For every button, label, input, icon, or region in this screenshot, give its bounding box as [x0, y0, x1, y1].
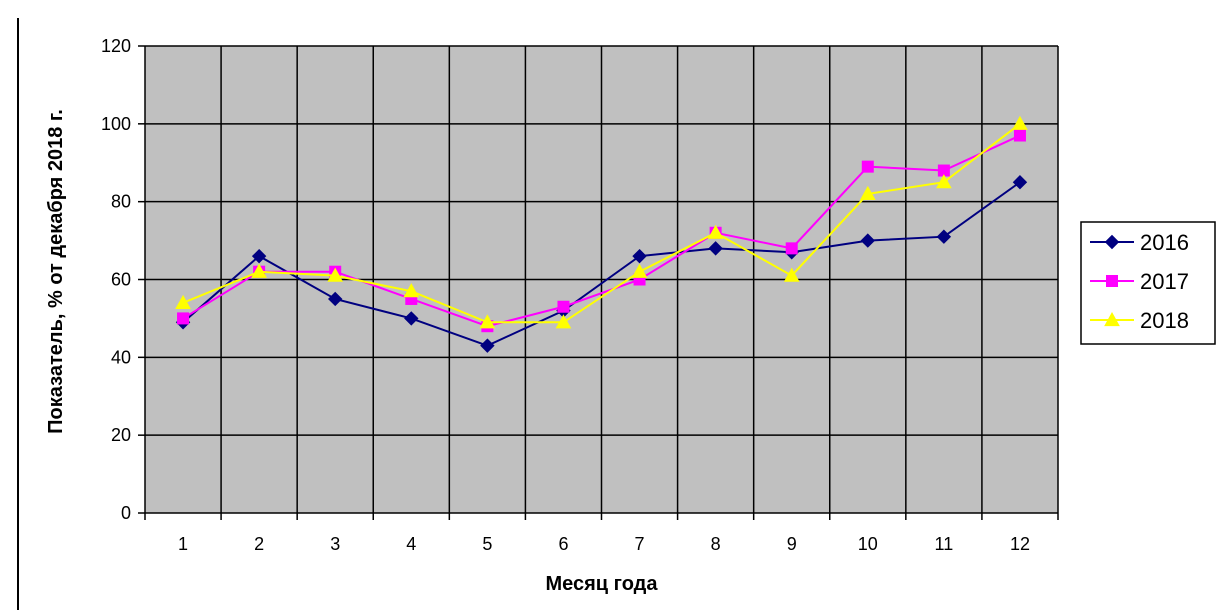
data-point-2018: [1012, 115, 1028, 130]
data-point-2018: [175, 294, 191, 309]
data-point-2018: [403, 283, 420, 298]
legend-marker: [1106, 275, 1118, 287]
x-tick-label: 1: [178, 534, 188, 554]
y-tick-label: 80: [111, 192, 131, 212]
x-tick-label: 9: [787, 534, 797, 554]
data-point-2016: [860, 233, 875, 248]
horizontal-gridlines: [145, 45, 1058, 436]
legend-marker: [1104, 234, 1120, 250]
y-tick-label: 60: [111, 270, 131, 290]
y-tick-label: 100: [101, 114, 131, 134]
legend-item-2017: 2017: [1090, 269, 1189, 294]
x-tick-label: 6: [558, 534, 568, 554]
y-tick-labels: 0 20 40 60 80 100 120: [101, 36, 131, 523]
data-point-2016: [404, 311, 419, 326]
x-axis-title: Месяц года: [545, 573, 658, 595]
series-line-2017: [182, 134, 1021, 328]
data-point-2018: [859, 185, 876, 200]
y-axis-title: Показатель, % от декабря 2018 г.: [45, 109, 67, 434]
data-point-2018: [327, 267, 344, 282]
legend-marker: [1104, 311, 1120, 327]
x-tick-label: 3: [330, 534, 340, 554]
series-2018: [175, 115, 1028, 329]
data-point-2016: [936, 229, 952, 244]
data-point-2016: [708, 241, 723, 256]
data-point-2018: [479, 314, 496, 329]
legend-label: 2016: [1140, 230, 1189, 255]
x-tick-label: 12: [1010, 534, 1030, 554]
x-tick-label: 2: [254, 534, 264, 554]
data-point-2017: [861, 160, 874, 173]
data-point-2018: [555, 314, 572, 329]
y-tick-label: 120: [101, 36, 131, 56]
y-tick-label: 40: [111, 347, 131, 367]
series-line-2016: [182, 181, 1021, 347]
x-tick-label: 4: [406, 534, 416, 554]
legend-item-2018: 2018: [1090, 308, 1189, 333]
y-tick-label: 0: [121, 503, 131, 523]
data-point-2017: [177, 312, 190, 325]
data-point-2018: [631, 263, 648, 278]
data-point-2016: [328, 291, 343, 307]
x-tick-label: 11: [935, 534, 954, 554]
legend-item-2016: 2016: [1090, 230, 1189, 255]
legend-label: 2017: [1140, 269, 1189, 294]
data-point-2016: [480, 338, 495, 353]
data-point-2017: [557, 300, 570, 313]
data-point-2018: [936, 174, 952, 189]
data-point-2016: [1012, 175, 1028, 190]
legend: 2016 2017 2018: [1080, 221, 1216, 345]
data-point-2016: [632, 248, 647, 264]
series-line-2018: [182, 123, 1021, 324]
data-point-2018: [251, 263, 267, 278]
y-tick-label: 20: [111, 425, 131, 445]
data-point-2016: [251, 248, 267, 264]
x-tick-label: 5: [482, 534, 492, 554]
data-point-2017: [785, 242, 798, 255]
data-point-2017: [1013, 129, 1026, 142]
x-tick-labels: 1 2 3 4 5 6 7 8 9 10 11 12: [178, 534, 1030, 554]
x-tick-label: 8: [711, 534, 721, 554]
data-point-2018: [707, 224, 724, 239]
data-point-2018: [783, 267, 800, 282]
legend-label: 2018: [1140, 308, 1189, 333]
series-layer: [175, 115, 1028, 353]
x-tick-label: 10: [858, 534, 878, 554]
axes: [138, 45, 1059, 520]
x-tick-label: 7: [635, 534, 645, 554]
